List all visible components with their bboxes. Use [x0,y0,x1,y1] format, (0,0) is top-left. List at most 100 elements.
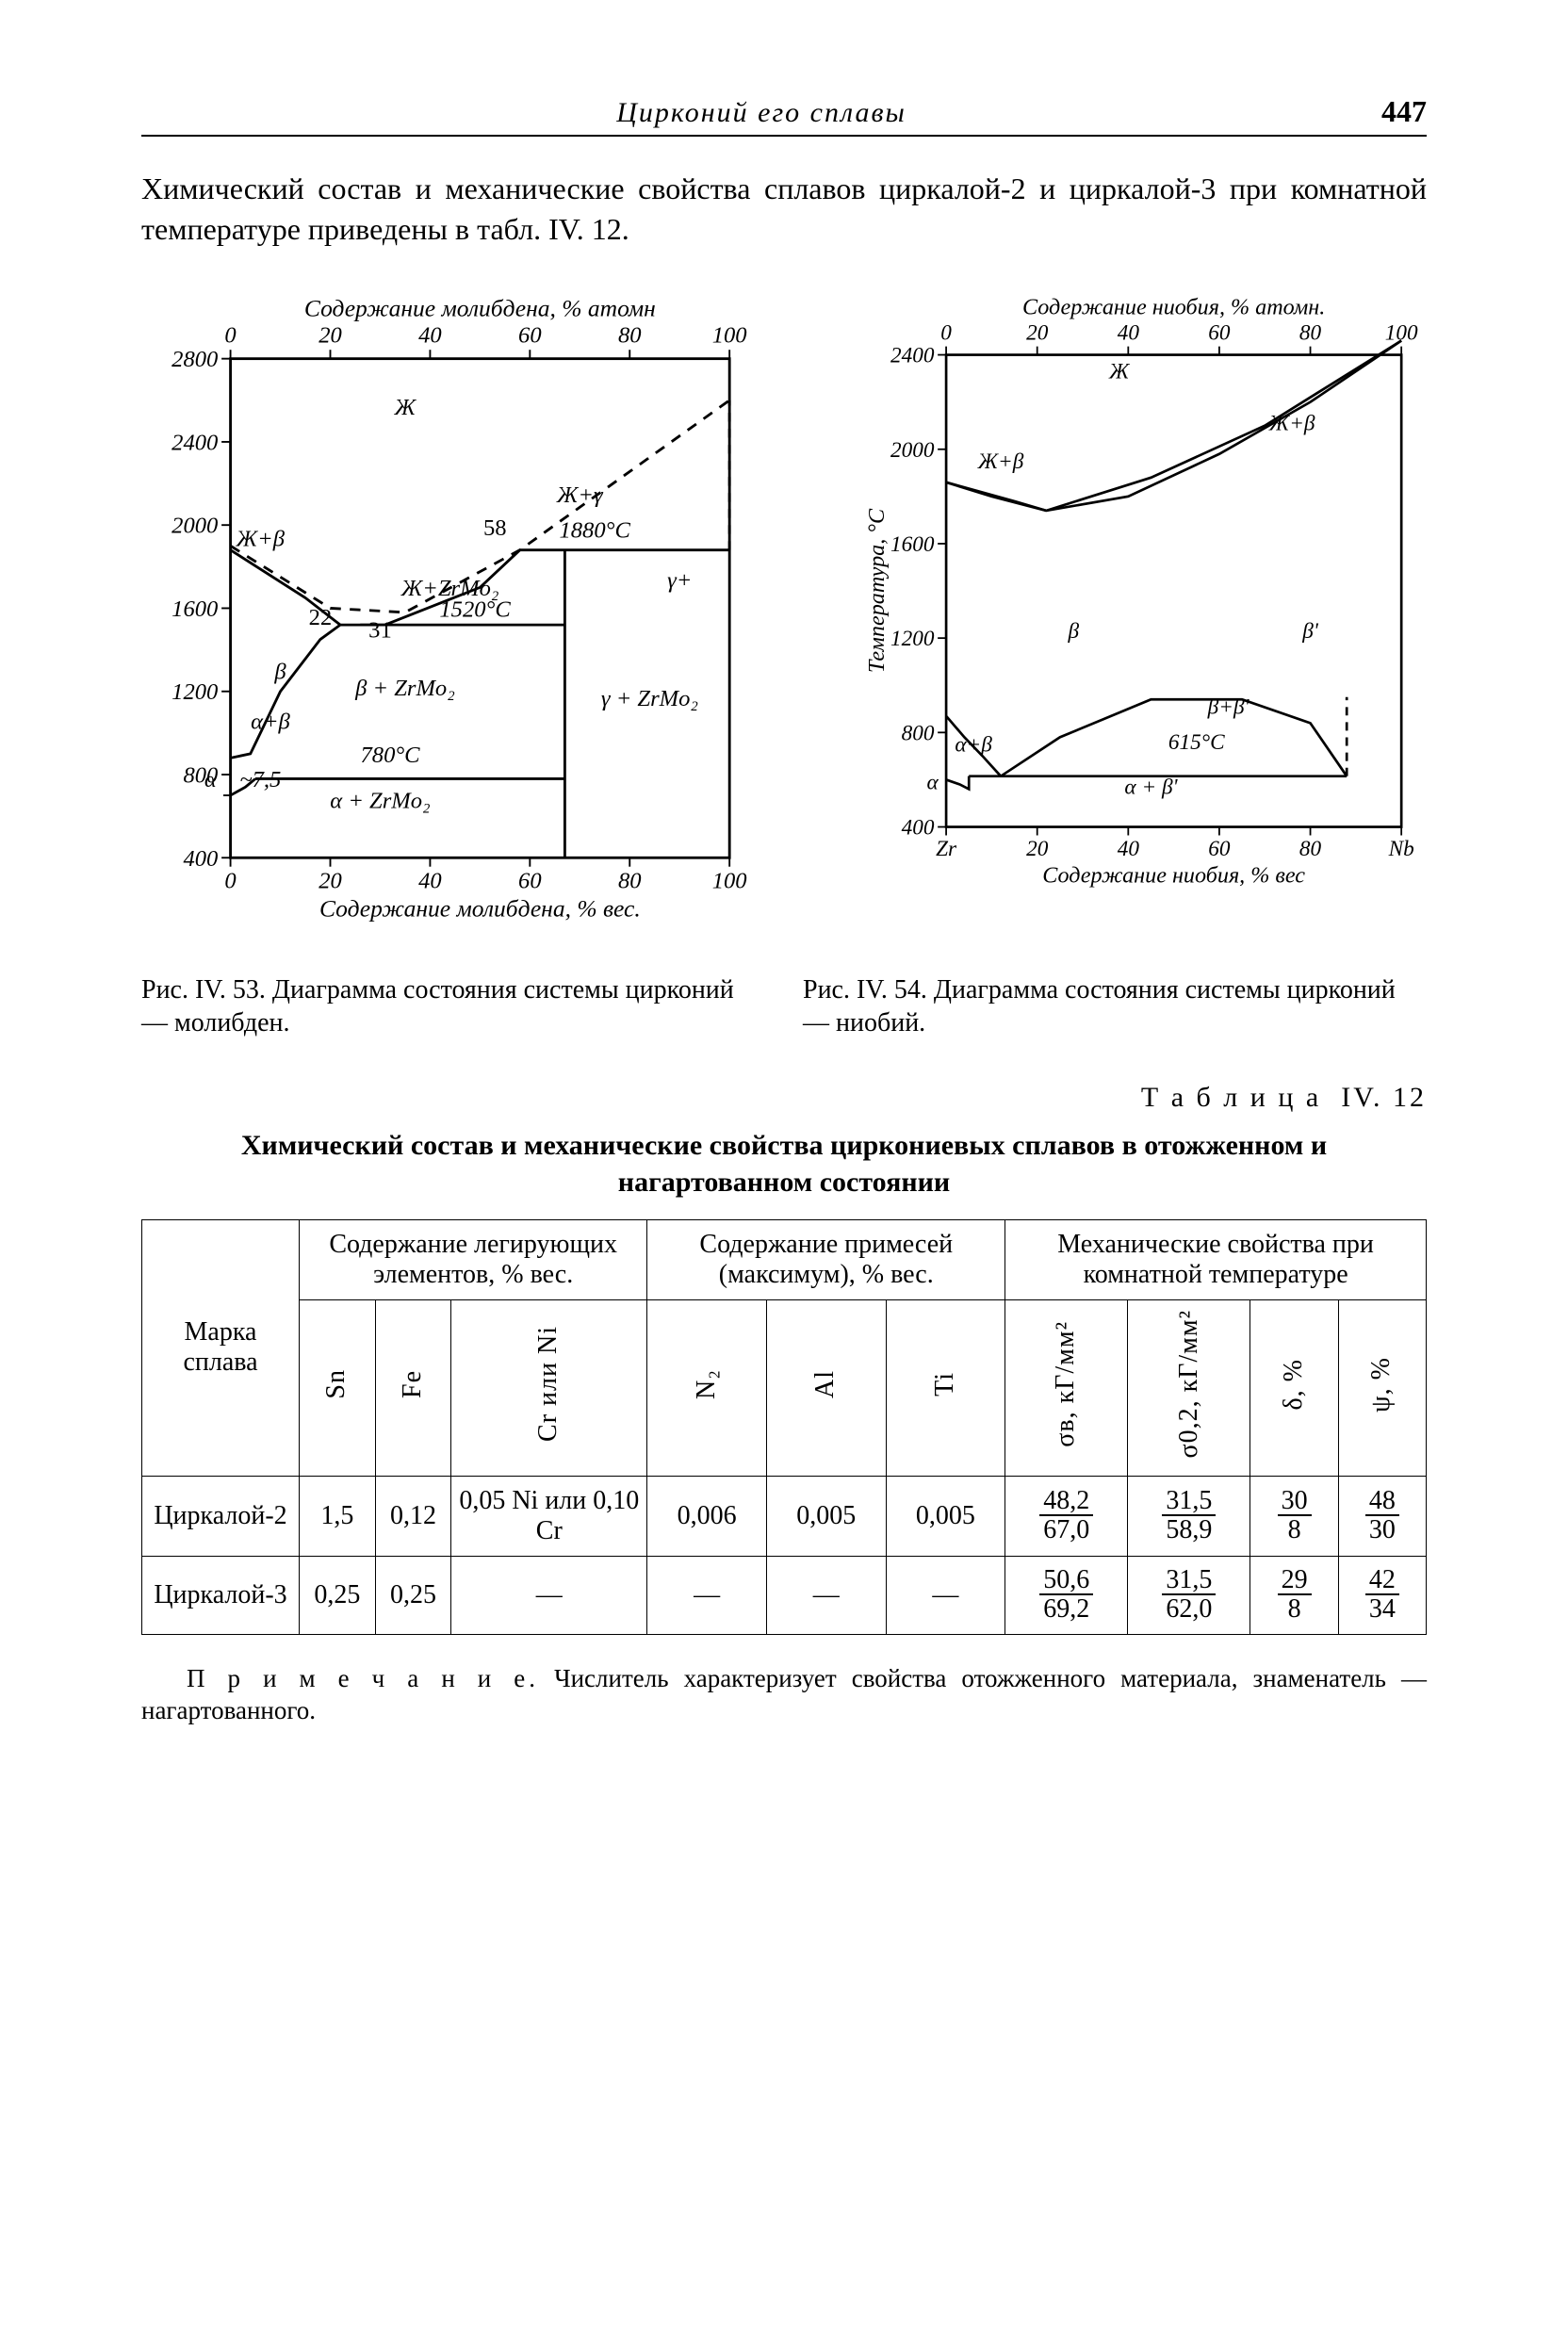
cell-al: — [766,1556,886,1634]
svg-text:α + β': α + β' [1124,776,1178,800]
svg-text:20: 20 [1026,837,1049,861]
table-header-row-1: Марка сплава Содержание легирую­щих элем… [142,1220,1427,1300]
cell-crni: — [451,1556,647,1634]
col-group-mech: Механические свой­ства при комнатной тем… [1005,1220,1427,1300]
svg-text:Ж+β: Ж+β [977,449,1024,474]
svg-text:2400: 2400 [890,344,935,368]
cell-psi: 4234 [1338,1556,1426,1634]
col-sn: Sn [300,1300,376,1477]
svg-text:80: 80 [618,869,642,894]
svg-text:400: 400 [183,846,218,872]
col-n2: N₂ [647,1300,767,1477]
svg-text:2000: 2000 [172,514,218,539]
svg-text:40: 40 [418,323,442,349]
alloy-table: Марка сплава Содержание легирую­щих элем… [141,1219,1427,1635]
svg-text:α: α [204,768,218,793]
svg-text:~7,5: ~7,5 [239,768,281,793]
svg-text:80: 80 [618,323,642,349]
cell-name: Циркалой-2 [142,1476,300,1556]
svg-text:Температура, °С: Температура, °С [864,508,890,673]
svg-text:0: 0 [940,321,952,346]
col-psi: ψ, % [1338,1300,1426,1477]
svg-text:1520°C: 1520°C [439,597,511,623]
svg-text:β + ZrMo₂: β + ZrMo₂ [354,677,455,702]
cell-n2: — [647,1556,767,1634]
svg-text:40: 40 [1118,837,1140,861]
svg-text:Содержание ниобия, % атомн.: Содержание ниобия, % атомн. [1022,295,1325,320]
cell-ti: — [886,1556,1005,1634]
svg-text:1200: 1200 [890,628,935,652]
svg-text:Zr: Zr [936,837,957,861]
svg-text:60: 60 [518,323,542,349]
phase-diagram-zr-mo: 0 20 40 60 80 100 Содержание молибдена, % атом… [141,287,765,947]
svg-text:800: 800 [902,722,935,746]
table-label: Т а б л и ц а IV. 12 [141,1082,1427,1114]
svg-text:α: α [926,771,939,795]
col-alloy-name: Марка сплава [142,1220,300,1477]
svg-text:31: 31 [368,618,392,644]
svg-text:2400: 2400 [172,431,218,456]
svg-text:1600: 1600 [890,532,935,557]
svg-text:γ + ZrMo₂: γ + ZrMo₂ [601,687,698,712]
svg-text:0: 0 [224,323,236,349]
svg-text:100: 100 [712,869,747,894]
svg-text:Ж+γ: Ж+γ [556,482,604,508]
caption-row: Рис. IV. 53. Диаграмма состояния системы… [141,956,1427,1039]
page: Цирконий его сплавы 447 Химический соста… [0,0,1568,2352]
svg-text:Ж+β: Ж+β [236,527,286,552]
cell-sn: 0,25 [300,1556,376,1634]
cell-psi: 4830 [1338,1476,1426,1556]
svg-text:γ+: γ+ [667,568,692,594]
page-number: 447 [1381,94,1427,129]
caption-fig-53: Рис. IV. 53. Диаграмма состояния системы… [141,973,765,1039]
col-sigma-v: σв, кГ/мм² [1005,1300,1128,1477]
col-delta: δ, % [1250,1300,1338,1477]
svg-text:1200: 1200 [172,680,218,706]
table-row: Циркалой-21,50,120,05 Ni или 0,10 Cr0,00… [142,1476,1427,1556]
col-group-impurity: Содержание при­месей (максимум), % вес. [647,1220,1005,1300]
svg-text:α + ZrMo₂: α + ZrMo₂ [330,789,430,814]
svg-text:40: 40 [1118,321,1140,346]
col-cr-ni: Cr или Ni [451,1300,647,1477]
svg-text:β: β [1068,620,1080,645]
svg-text:20: 20 [318,869,342,894]
cell-ti: 0,005 [886,1476,1005,1556]
caption-fig-54: Рис. IV. 54. Диаграмма состояния системы… [803,973,1427,1039]
phase-diagram-zr-nb: 020406080100Содержание ниобия, % атомн.Z… [803,287,1427,911]
svg-text:Содержание молибдена, % атомн: Содержание молибдена, % атомн [304,295,656,322]
cell-s02: 31,558,9 [1128,1476,1250,1556]
cell-sn: 1,5 [300,1476,376,1556]
svg-text:80: 80 [1299,837,1322,861]
svg-text:β+β': β+β' [1207,695,1250,720]
svg-text:2800: 2800 [172,348,218,373]
svg-text:2000: 2000 [890,438,935,463]
col-fe: Fe [375,1300,451,1477]
svg-text:Содержание ниобия, % вес: Содержание ниобия, % вес [1042,863,1305,889]
running-title: Цирконий его сплавы [141,97,1381,129]
svg-text:1880°C: 1880°C [559,518,630,544]
intro-paragraph: Химический состав и механические свойств… [141,169,1427,250]
col-sigma-02: σ0,2, кГ/мм² [1128,1300,1250,1477]
figure-iv-54: 020406080100Содержание ниобия, % атомн.Z… [803,287,1427,947]
svg-text:40: 40 [418,869,442,894]
cell-al: 0,005 [766,1476,886,1556]
svg-text:Ж: Ж [1108,360,1131,384]
cell-crni: 0,05 Ni или 0,10 Cr [451,1476,647,1556]
svg-text:22: 22 [309,605,333,630]
cell-fe: 0,25 [375,1556,451,1634]
svg-text:60: 60 [1208,837,1231,861]
svg-text:100: 100 [712,323,747,349]
cell-sv: 48,267,0 [1005,1476,1128,1556]
col-group-alloying: Содержание легирую­щих элементов, % вес. [300,1220,647,1300]
table-row: Циркалой-30,250,25————50,669,231,562,029… [142,1556,1427,1634]
svg-text:Nb: Nb [1388,837,1414,861]
figure-row: 0 20 40 60 80 100 Содержание молибдена, % атом… [141,287,1427,947]
table-title: Химический состав и механические свойств… [141,1127,1427,1200]
cell-n2: 0,006 [647,1476,767,1556]
footnote-lead: П р и м е ч а н и е. [187,1664,539,1692]
cell-sv: 50,669,2 [1005,1556,1128,1634]
svg-text:615°C: 615°C [1168,730,1225,755]
figure-iv-53: 0 20 40 60 80 100 Содержание молибдена, % атом… [141,287,765,947]
svg-text:Содержание молибдена, % вес.: Содержание молибдена, % вес. [319,895,641,923]
table-footnote: П р и м е ч а н и е. Числитель характери… [141,1663,1427,1727]
